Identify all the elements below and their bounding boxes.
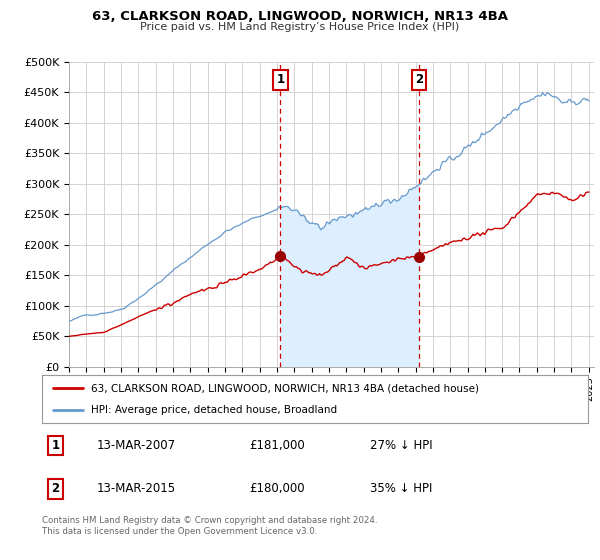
Text: 35% ↓ HPI: 35% ↓ HPI [370, 483, 432, 496]
Text: HPI: Average price, detached house, Broadland: HPI: Average price, detached house, Broa… [91, 405, 337, 415]
Text: 63, CLARKSON ROAD, LINGWOOD, NORWICH, NR13 4BA (detached house): 63, CLARKSON ROAD, LINGWOOD, NORWICH, NR… [91, 383, 479, 393]
Text: 2: 2 [52, 483, 60, 496]
Text: 27% ↓ HPI: 27% ↓ HPI [370, 439, 432, 452]
Text: Price paid vs. HM Land Registry’s House Price Index (HPI): Price paid vs. HM Land Registry’s House … [140, 22, 460, 32]
Text: 2: 2 [415, 73, 423, 86]
Text: 1: 1 [52, 439, 60, 452]
Text: 13-MAR-2007: 13-MAR-2007 [97, 439, 176, 452]
Text: £180,000: £180,000 [250, 483, 305, 496]
Text: 13-MAR-2015: 13-MAR-2015 [97, 483, 176, 496]
Text: 1: 1 [277, 73, 284, 86]
Text: 63, CLARKSON ROAD, LINGWOOD, NORWICH, NR13 4BA: 63, CLARKSON ROAD, LINGWOOD, NORWICH, NR… [92, 10, 508, 23]
Text: £181,000: £181,000 [250, 439, 305, 452]
Text: Contains HM Land Registry data © Crown copyright and database right 2024.
This d: Contains HM Land Registry data © Crown c… [42, 516, 377, 536]
